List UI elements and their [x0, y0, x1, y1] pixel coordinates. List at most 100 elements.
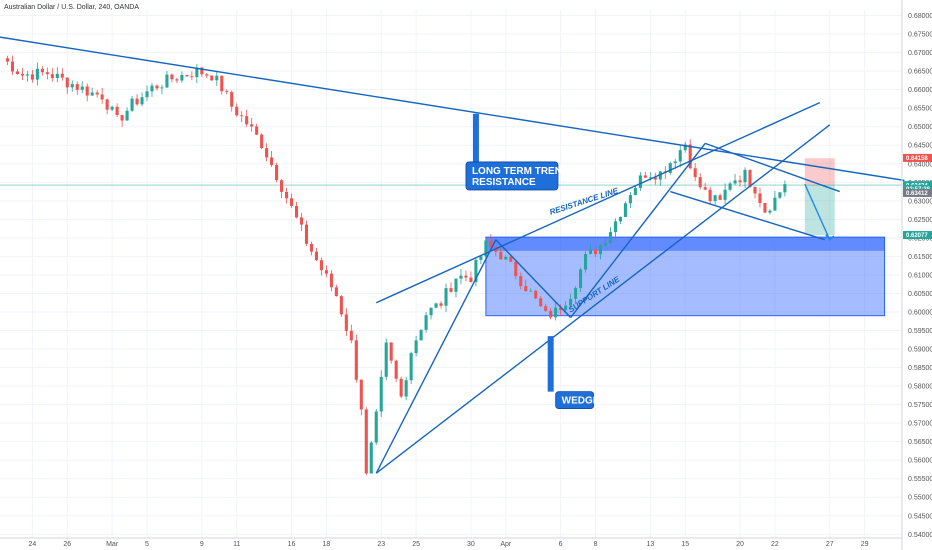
- candle-body: [494, 247, 498, 252]
- candle-body: [613, 221, 617, 233]
- y-tick-label: 0.55500: [908, 476, 932, 483]
- grid: [0, 10, 902, 538]
- support-line-line[interactable]: [375, 124, 831, 474]
- candle-body: [145, 91, 149, 98]
- y-tick-label: 0.60500: [908, 291, 932, 298]
- projection-arrowhead: [825, 234, 835, 241]
- wedge-callout-pointer: [547, 336, 554, 392]
- candle-body: [419, 329, 423, 341]
- price-tag-text: 0.63412: [906, 191, 928, 197]
- y-tick-label: 0.64500: [908, 143, 932, 150]
- x-tick-label: 25: [412, 541, 420, 548]
- y-tick-label: 0.61500: [908, 254, 932, 261]
- candle-body: [150, 85, 154, 92]
- short-position: [0, 158, 902, 236]
- candle-body: [783, 184, 787, 193]
- candle-body: [608, 232, 613, 244]
- candle-body: [459, 275, 463, 279]
- x-tick-label: 9: [200, 541, 204, 548]
- candle-body: [713, 195, 717, 202]
- y-tick-label: 0.54500: [908, 513, 932, 520]
- candle-body: [579, 269, 583, 288]
- resistance-line-line[interactable]: [375, 101, 821, 304]
- wedge-callout-text: WEDGE: [562, 396, 600, 407]
- y-tick-label: 0.61000: [908, 272, 932, 279]
- candle-body: [220, 75, 224, 92]
- x-tick-label: 26: [63, 541, 71, 548]
- wedge-callout-box[interactable]: [555, 391, 595, 410]
- x-tick-label: 8: [594, 541, 598, 548]
- y-tick-label: 0.68000: [908, 13, 932, 20]
- candle-body: [569, 298, 573, 306]
- candle-body: [693, 168, 697, 178]
- candle-body: [364, 409, 368, 474]
- candle-body: [399, 378, 403, 397]
- long-term-trend-resistance-line[interactable]: [0, 36, 905, 182]
- candle-body: [50, 74, 54, 79]
- candle-body: [773, 197, 777, 211]
- candle-body: [763, 203, 767, 213]
- price-tag-text: 0.64158: [906, 156, 928, 162]
- candle-body: [240, 115, 244, 117]
- candle-body: [75, 84, 79, 90]
- line-label: RESISTANCE LINE: [549, 186, 620, 217]
- take-profit-area: [804, 185, 835, 236]
- candle-body: [708, 189, 712, 202]
- projection-arrow[interactable]: [804, 183, 831, 241]
- candle-body: [504, 256, 508, 260]
- candle-body: [384, 342, 388, 377]
- candle-body: [748, 169, 752, 187]
- y-tick-label: 0.57000: [908, 421, 932, 428]
- candle-body: [289, 198, 294, 206]
- candle-body: [95, 92, 99, 95]
- y-tick-label: 0.56500: [908, 439, 932, 446]
- candle-body: [280, 180, 284, 192]
- x-axis[interactable]: 24 26 Mar 5 9 11 16 18 23 25 30 Apr 6 8 13 15 20 22 27 29: [0, 537, 902, 548]
- candle-body: [484, 240, 488, 257]
- candle-body: [90, 92, 94, 96]
- trend-callout-text: LONG TERM TREND: [472, 166, 569, 177]
- candle-body: [235, 106, 239, 116]
- rising-channel-left-line[interactable]: [570, 142, 706, 318]
- y-tick-label: 0.54000: [908, 532, 932, 539]
- wedge-left-line[interactable]: [375, 239, 497, 474]
- candle-body: [245, 116, 249, 125]
- candle-body: [539, 298, 543, 307]
- candle-body: [379, 376, 383, 412]
- candle-body: [339, 296, 343, 315]
- price-tag: [903, 231, 932, 240]
- candle-body: [394, 360, 398, 379]
- chart-title: Australian Dollar / U.S. Dollar, 240, OA…: [4, 4, 139, 11]
- x-tick-label: 24: [28, 541, 36, 548]
- y-tick-label: 0.57500: [908, 402, 932, 409]
- candle-body: [469, 277, 473, 283]
- candle-body: [115, 106, 119, 116]
- candle-body: [698, 177, 702, 188]
- y-tick-label: 0.58500: [908, 365, 932, 372]
- candle-body: [130, 98, 134, 111]
- candle-body: [743, 169, 747, 183]
- x-tick-label: 23: [377, 541, 385, 548]
- candle-body: [359, 379, 363, 410]
- candle-body: [454, 278, 458, 292]
- y-tick-label: 0.65500: [908, 106, 932, 113]
- candle-body: [5, 58, 10, 62]
- wedge-right-line[interactable]: [495, 239, 572, 319]
- candle-body: [389, 342, 393, 361]
- candle-body: [70, 84, 74, 88]
- candle-body: [374, 411, 378, 443]
- candle-body: [768, 210, 772, 213]
- falling-channel-bottom-line[interactable]: [670, 190, 825, 241]
- candle-body: [324, 270, 328, 274]
- candle-body: [80, 86, 84, 90]
- y-tick-label: 0.59000: [908, 347, 932, 354]
- candle-body: [544, 306, 548, 311]
- candle-body: [334, 287, 338, 297]
- y-axis[interactable]: 0.54000 0.54500 0.55000 0.55500 0.56000 0.565…: [901, 0, 932, 550]
- falling-channel-top-line[interactable]: [704, 142, 840, 193]
- candle-body: [658, 171, 662, 180]
- trend-callout-box[interactable]: [465, 161, 559, 191]
- candle-body: [593, 249, 598, 255]
